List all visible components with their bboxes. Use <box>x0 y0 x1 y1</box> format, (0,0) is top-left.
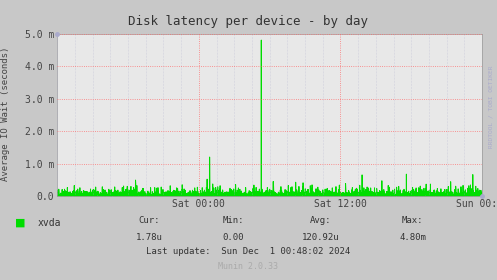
Text: 0.00: 0.00 <box>223 233 245 242</box>
Text: Munin 2.0.33: Munin 2.0.33 <box>219 262 278 271</box>
Text: Cur:: Cur: <box>138 216 160 225</box>
Text: Disk latency per device - by day: Disk latency per device - by day <box>129 15 368 28</box>
Text: Last update:  Sun Dec  1 00:48:02 2024: Last update: Sun Dec 1 00:48:02 2024 <box>147 247 350 256</box>
Text: xvda: xvda <box>37 218 61 228</box>
Text: 1.78u: 1.78u <box>136 233 163 242</box>
Text: Average IO Wait (seconds): Average IO Wait (seconds) <box>1 46 10 181</box>
Text: Max:: Max: <box>402 216 423 225</box>
Text: Avg:: Avg: <box>310 216 331 225</box>
Text: Min:: Min: <box>223 216 245 225</box>
Text: ■: ■ <box>15 218 25 228</box>
Text: 4.80m: 4.80m <box>399 233 426 242</box>
Text: 120.92u: 120.92u <box>302 233 339 242</box>
Text: RRDTOOL / TOBI OETIKER: RRDTOOL / TOBI OETIKER <box>489 65 494 148</box>
